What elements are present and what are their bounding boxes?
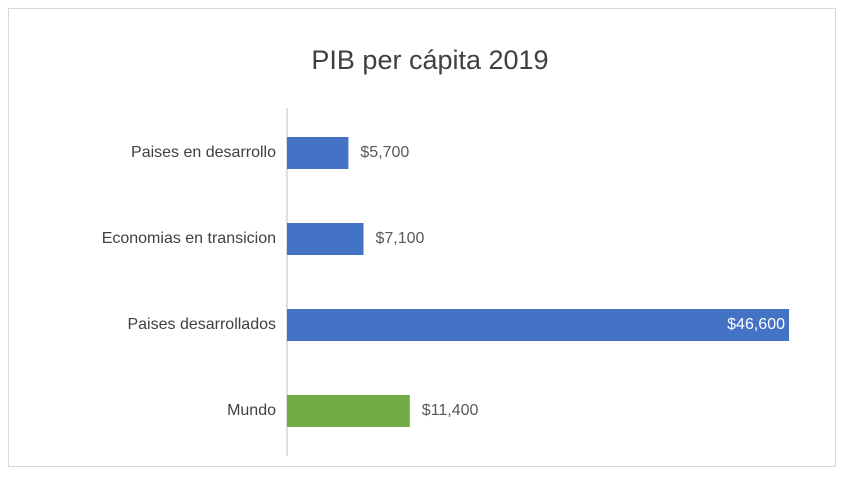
y-tick-label: Paises desarrollados [127, 316, 276, 333]
bar [287, 223, 364, 255]
chart-title: PIB per cápita 2019 [311, 45, 548, 75]
bar [287, 309, 789, 341]
y-tick-label: Mundo [227, 402, 276, 419]
data-label: $11,400 [422, 402, 479, 419]
y-tick-label: Paises en desarrollo [131, 144, 276, 161]
bar [287, 137, 349, 169]
y-tick-label: Economias en transicion [102, 230, 276, 247]
data-label: $7,100 [375, 230, 424, 247]
bar [287, 395, 410, 427]
data-label: $46,600 [727, 316, 785, 333]
chart-border [8, 8, 836, 467]
data-label: $5,700 [360, 144, 409, 161]
